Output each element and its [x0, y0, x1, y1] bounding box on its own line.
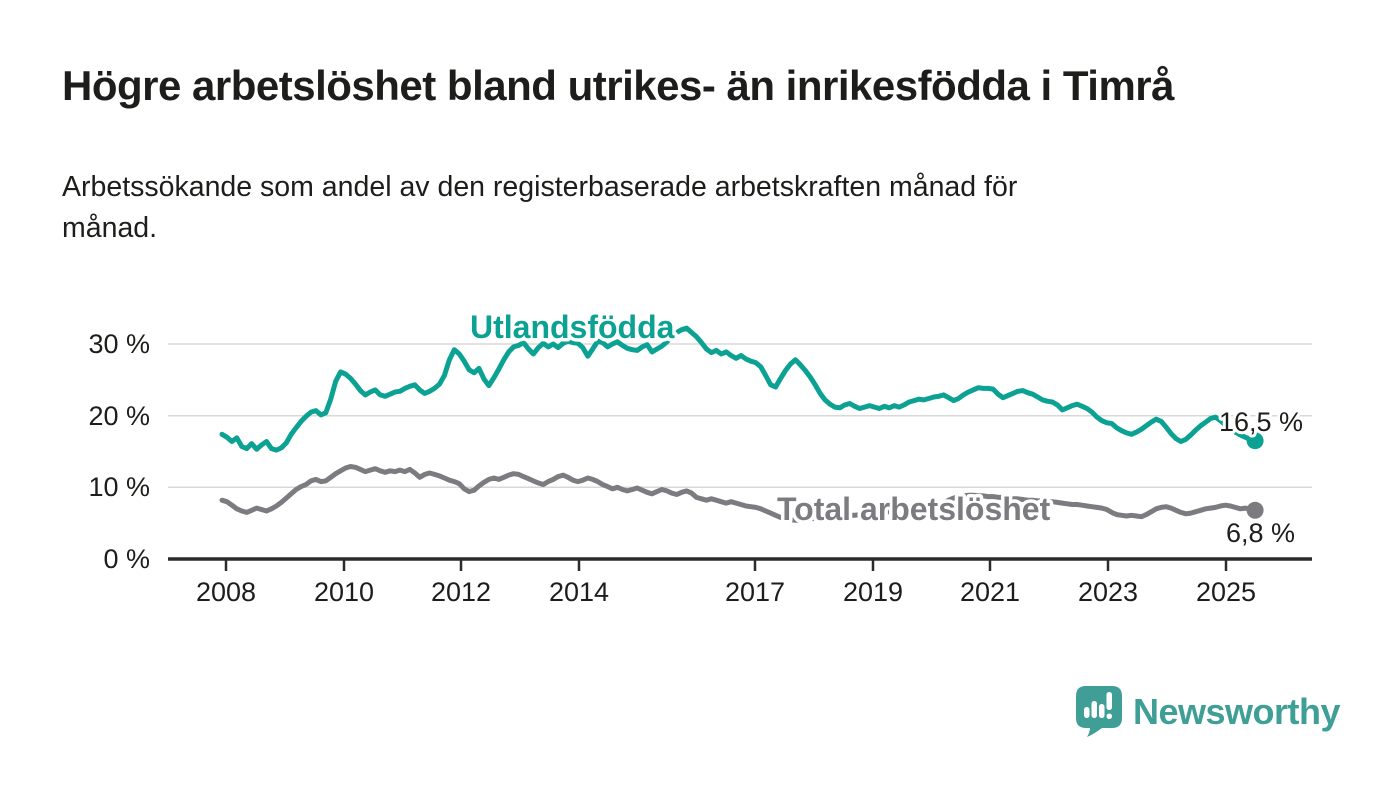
x-tick-label: 2021: [960, 577, 1020, 607]
series-end-dot-total-arbetsloshet: [1246, 501, 1264, 519]
y-tick-label: 0 %: [103, 544, 150, 574]
x-tick-label: 2017: [725, 577, 785, 607]
series-line-utlandsfodda: [219, 325, 1258, 453]
y-tick-label: 10 %: [88, 472, 150, 502]
x-tick-label: 2023: [1078, 577, 1138, 607]
chart-subtitle: Arbetssökande som andel av den registerb…: [62, 167, 1342, 249]
x-axis-labels: 2008 2010 2012 2014 2017 2019 2021 2023 …: [196, 577, 1256, 607]
newsworthy-logo-icon: [1075, 686, 1122, 737]
x-tick-label: 2014: [549, 577, 609, 607]
brand-name: Newsworthy: [1132, 691, 1341, 732]
series-label-utlandsfodda: Utlandsfödda: [470, 309, 675, 345]
x-tick-label: 2012: [431, 577, 491, 607]
x-tick-label: 2025: [1196, 577, 1256, 607]
x-tick-label: 2019: [843, 577, 903, 607]
x-axis-ticks: [224, 560, 1228, 571]
y-tick-label: 30 %: [88, 329, 150, 359]
x-tick-label: 2010: [314, 577, 374, 607]
gridlines: [168, 343, 1312, 489]
series-line-total-arbetsloshet: [219, 464, 1258, 523]
logo-exclamation-bar: [1106, 692, 1112, 710]
newsworthy-brand: Newsworthy: [1075, 686, 1341, 738]
y-axis-labels: 30 % 20 % 10 % 0 %: [88, 329, 150, 574]
logo-exclamation-dot: [1106, 713, 1112, 719]
page-title: Högre arbetslöshet bland utrikes- än inr…: [62, 62, 1175, 109]
series-label-total-arbetsloshet: Total arbetslöshet: [777, 491, 1051, 527]
subtitle-line-2: månad.: [62, 212, 158, 244]
logo-bar-medium: [1098, 704, 1105, 718]
x-tick-label: 2008: [196, 577, 256, 607]
subtitle-line-1: Arbetssökande som andel av den registerb…: [62, 171, 1018, 203]
logo-bar-small: [1083, 707, 1090, 718]
series-end-dot-utlandsfodda: [1246, 432, 1264, 450]
logo-bar-tall: [1091, 701, 1097, 718]
end-value-label-total: 6,8 %: [1226, 518, 1295, 548]
series-layer: [219, 325, 1264, 523]
y-tick-label: 20 %: [88, 401, 150, 431]
end-value-label-utlandsfodda: 16,5 %: [1219, 407, 1303, 437]
